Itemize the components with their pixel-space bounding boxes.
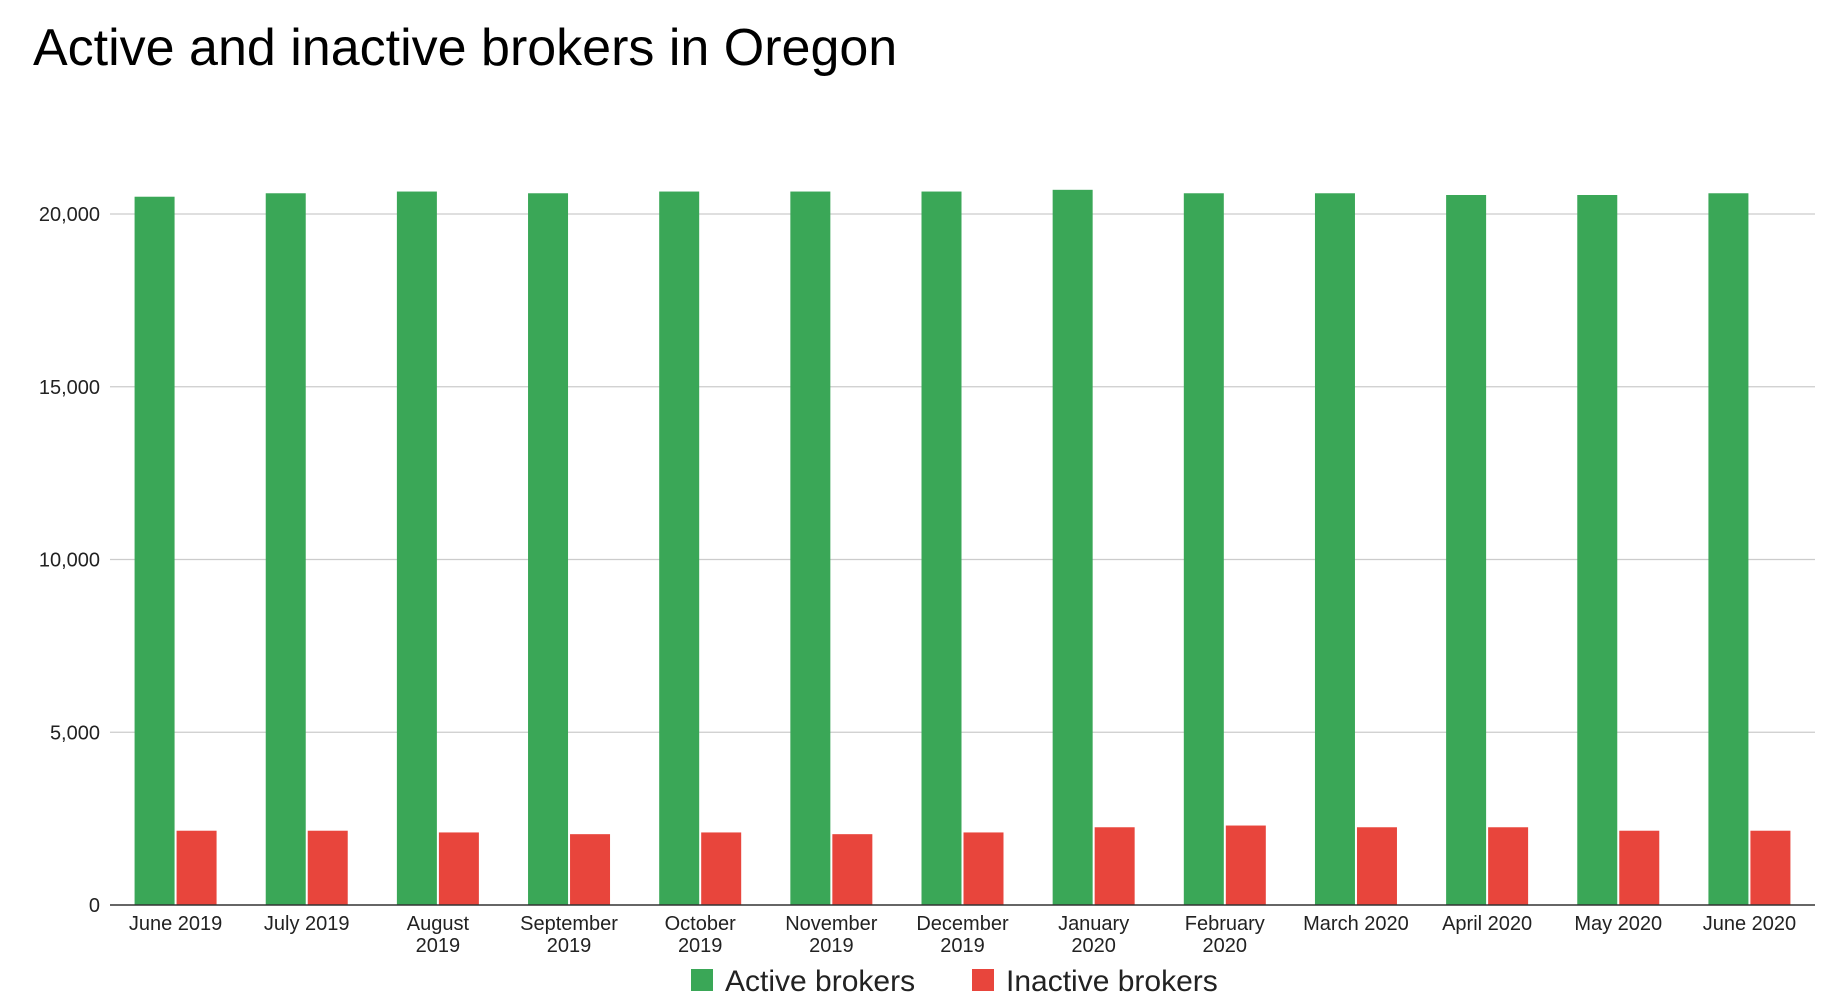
x-tick-label: September <box>520 913 618 935</box>
inactive-brokers-bar <box>1225 825 1266 905</box>
inactive-brokers-bar <box>307 830 348 905</box>
y-tick-label: 20,000 <box>39 204 100 226</box>
bars <box>134 189 1791 906</box>
inactive-brokers-bar <box>701 832 742 905</box>
inactive-brokers-bar <box>570 834 611 905</box>
active-brokers-bar <box>1446 194 1487 905</box>
active-brokers-bar <box>1577 194 1618 905</box>
x-tick-label: April 2020 <box>1442 913 1532 935</box>
y-tick-label: 0 <box>89 895 100 917</box>
active-brokers-bar <box>1708 193 1749 905</box>
x-tick-label: January <box>1058 913 1129 935</box>
inactive-brokers-bar <box>1619 830 1660 905</box>
inactive-brokers-bar <box>963 832 1004 905</box>
y-axis-tick-labels: 0 5,000 10,000 15,000 20,000 <box>39 204 100 917</box>
active-brokers-bar <box>1183 193 1224 905</box>
x-tick-label: March 2020 <box>1303 913 1409 935</box>
inactive-brokers-bar <box>176 830 217 905</box>
y-tick-label: 5,000 <box>50 722 100 744</box>
active-brokers-bar <box>1314 193 1355 905</box>
active-brokers-bar <box>396 191 437 906</box>
legend-label-inactive: Inactive brokers <box>1006 965 1218 998</box>
active-brokers-bar <box>1052 189 1093 905</box>
x-tick-label: 2019 <box>940 935 985 957</box>
x-tick-label: 2020 <box>1071 935 1116 957</box>
inactive-brokers-bar <box>1094 827 1135 905</box>
x-tick-label: 2020 <box>1203 935 1248 957</box>
inactive-brokers-bar <box>832 834 873 905</box>
active-brokers-bar <box>790 191 831 906</box>
x-tick-label: May 2020 <box>1574 913 1662 935</box>
x-axis-tick-labels: June 2019 July 2019 August2019September201… <box>129 913 1796 957</box>
legend-swatch-active <box>691 969 713 991</box>
x-tick-label: 2019 <box>547 935 592 957</box>
legend-label-active: Active brokers <box>725 965 915 998</box>
legend: Active brokers Inactive brokers <box>691 965 1218 998</box>
x-tick-label: 2019 <box>416 935 461 957</box>
active-brokers-bar <box>659 191 700 906</box>
y-tick-label: 10,000 <box>39 550 100 572</box>
x-tick-label: October <box>665 913 736 935</box>
x-tick-label: 2019 <box>678 935 723 957</box>
active-brokers-bar <box>528 193 569 905</box>
x-tick-label: 2019 <box>809 935 854 957</box>
active-brokers-bar <box>134 196 175 906</box>
inactive-brokers-bar <box>1488 827 1529 905</box>
inactive-brokers-bar <box>1750 830 1791 905</box>
x-tick-label: December <box>916 913 1009 935</box>
x-tick-label: February <box>1185 913 1265 935</box>
gridlines <box>110 213 1815 733</box>
active-brokers-bar <box>265 193 306 905</box>
chart-title: Active and inactive brokers in Oregon <box>33 19 898 77</box>
x-tick-label: July 2019 <box>264 913 350 935</box>
active-brokers-bar <box>921 191 962 906</box>
x-tick-label: November <box>785 913 878 935</box>
x-tick-label: August <box>407 913 470 935</box>
inactive-brokers-bar <box>438 832 479 905</box>
y-tick-label: 15,000 <box>39 377 100 399</box>
legend-swatch-inactive <box>972 969 994 991</box>
inactive-brokers-bar <box>1356 827 1397 905</box>
x-tick-label: June 2020 <box>1703 913 1796 935</box>
x-tick-label: June 2019 <box>129 913 222 935</box>
